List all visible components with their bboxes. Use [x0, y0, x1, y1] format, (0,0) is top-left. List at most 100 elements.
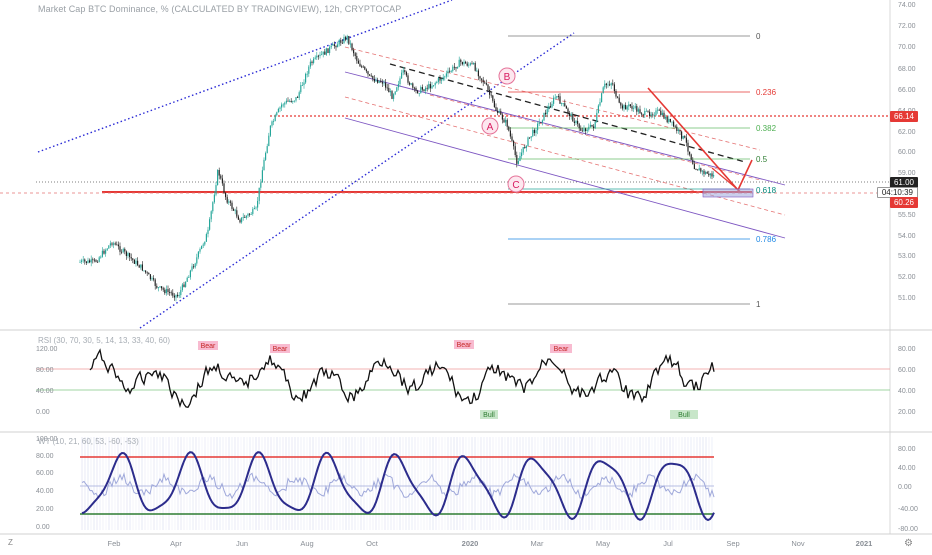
candle-body — [231, 202, 233, 209]
candle-body — [711, 173, 713, 177]
candle-body — [199, 248, 201, 252]
candle-body — [655, 110, 657, 116]
candle-body — [137, 260, 139, 266]
candle-body — [577, 120, 579, 124]
candle-body — [92, 259, 94, 261]
candle-body — [148, 272, 150, 275]
candle-body — [90, 259, 92, 263]
candle-body — [106, 248, 108, 251]
candle-body — [567, 108, 569, 114]
rsi-right-axis-label: 20.00 — [898, 409, 916, 416]
candle-body — [308, 66, 310, 74]
time-axis-label: Sep — [726, 539, 739, 548]
candle-body — [628, 104, 630, 107]
candle-body — [653, 115, 655, 116]
desc-channel-solid[interactable] — [344, 71, 786, 186]
candle-body — [671, 121, 673, 123]
candle-body — [591, 124, 593, 127]
wt-fast-line[interactable] — [81, 472, 715, 500]
candle-body — [113, 243, 115, 245]
wave-labels[interactable]: B A C — [481, 67, 525, 193]
candle-body — [685, 137, 687, 143]
wave-b-marker[interactable] — [498, 67, 516, 85]
candle-body — [146, 272, 148, 274]
candle-body — [698, 168, 700, 171]
candle-body — [556, 96, 558, 98]
candle-body — [100, 256, 102, 258]
wt-slow-line[interactable] — [81, 451, 715, 522]
desc-channel-bottom[interactable] — [344, 117, 786, 239]
candle-body — [373, 78, 375, 82]
candle-body — [372, 75, 374, 79]
candle-body — [333, 44, 335, 47]
rsi-axis[interactable]: 120.00 80.00 80.00 60.00 40.00 40.00 0.00 20.00 — [36, 346, 916, 416]
candle-body — [290, 100, 292, 103]
fib-label-0382: 0.382 — [756, 124, 777, 133]
candle-body — [252, 209, 254, 214]
candle-body — [418, 93, 420, 94]
candle-body — [637, 109, 639, 112]
candle-body — [201, 245, 203, 249]
candle-body — [492, 95, 494, 101]
candle-body — [519, 156, 521, 162]
candle-body — [117, 244, 119, 247]
rsi-right-axis-label: 80.00 — [898, 346, 916, 353]
price-axis[interactable]: 74.0072.0070.0068.0066.0064.0062.0060.00… — [898, 2, 916, 302]
candle-body — [415, 88, 417, 91]
price-candles[interactable] — [79, 34, 715, 302]
candle-body — [634, 106, 636, 108]
fib-label-1: 1 — [756, 300, 761, 309]
candle-body — [429, 84, 431, 89]
target-box[interactable] — [702, 188, 754, 198]
candle-body — [385, 82, 387, 88]
drawings[interactable] — [0, 0, 890, 329]
time-axis[interactable]: Feb Apr Jun Aug Oct 2020 Mar May Jul Sep Nov 2021 — [108, 539, 873, 548]
candle-body — [701, 170, 703, 172]
candle-body — [247, 213, 249, 216]
candle-body — [463, 61, 465, 65]
candle-body — [101, 250, 103, 257]
candle-body — [489, 89, 491, 95]
channel-upper-line[interactable] — [37, 0, 453, 153]
rsi-line[interactable] — [89, 348, 715, 409]
zoom-icon[interactable]: Z — [8, 538, 13, 547]
wave-c-marker[interactable] — [507, 175, 525, 193]
wt-right-axis-label: -80.00 — [898, 526, 918, 533]
candle-body — [285, 100, 287, 103]
candle-body — [709, 173, 711, 176]
candle-body — [145, 270, 147, 273]
desc-channel-top[interactable] — [344, 46, 761, 151]
candle-body — [649, 111, 651, 117]
candle-body — [172, 292, 174, 296]
candle-body — [397, 84, 399, 88]
candle-body — [609, 84, 611, 86]
settings-gear-icon[interactable]: ⚙ — [904, 538, 913, 549]
price-tag-red-level: 66.14 — [889, 111, 918, 122]
candle-body — [661, 112, 663, 115]
price-axis-label: 55.50 — [898, 212, 916, 219]
candle-body — [693, 164, 695, 170]
candle-body — [396, 87, 398, 92]
candle-body — [527, 137, 529, 146]
price-axis-label: 70.00 — [898, 44, 916, 51]
candle-body — [161, 286, 163, 289]
rsi-bear-tag-3 — [454, 340, 474, 349]
candle-body — [490, 94, 492, 96]
candle-body — [329, 47, 331, 53]
candle-body — [364, 66, 366, 70]
candle-body — [245, 215, 247, 218]
candle-body — [485, 83, 487, 85]
candle-body — [506, 119, 508, 127]
wt-axis[interactable]: 100.00 80.00 60.00 40.00 20.00 0.00 80.00 40.00… — [36, 436, 918, 533]
candle-body — [281, 104, 283, 108]
candle-body — [205, 234, 207, 242]
candle-body — [361, 66, 363, 68]
candle-body — [665, 116, 667, 119]
desc-channel-bottom2[interactable] — [429, 94, 761, 181]
candle-body — [447, 70, 449, 74]
candle-body — [559, 96, 561, 104]
candle-body — [589, 124, 591, 127]
wave-a-marker[interactable] — [481, 117, 499, 135]
